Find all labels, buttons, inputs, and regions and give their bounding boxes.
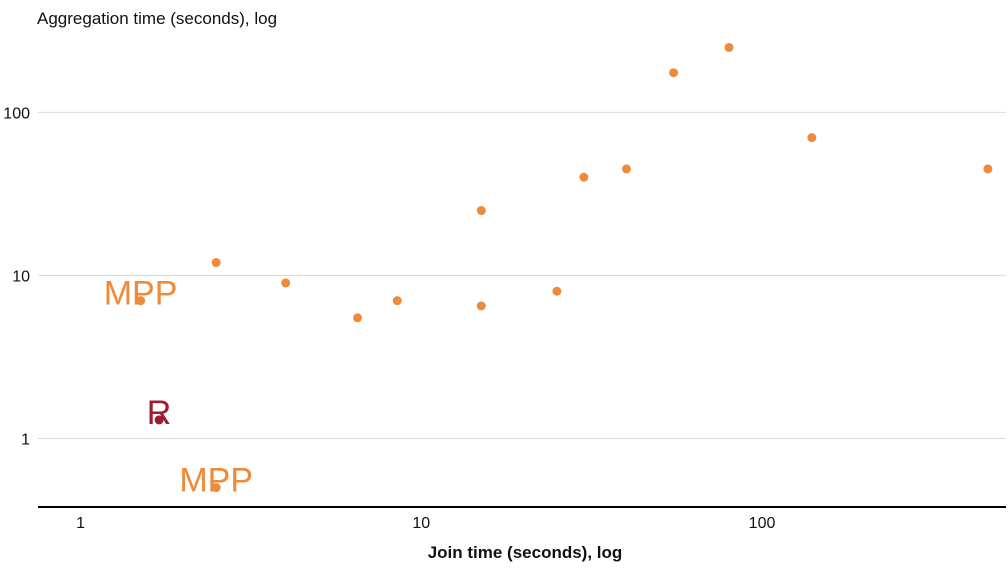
data-point: [476, 301, 486, 311]
data-point: [669, 68, 679, 78]
data-point: [983, 164, 993, 174]
data-point: [211, 483, 221, 493]
x-tick-label: 10: [412, 515, 430, 532]
data-point: [552, 286, 562, 296]
data-point: [476, 206, 486, 216]
point-annotation: MPP: [104, 275, 178, 313]
x-axis-title: Join time (seconds), log: [428, 543, 623, 562]
data-point: [807, 133, 817, 143]
data-point: [621, 164, 631, 174]
data-points: [136, 42, 993, 493]
point-annotation: MPP: [179, 462, 253, 500]
data-point: [211, 258, 221, 268]
y-tick-label: 1: [21, 431, 30, 448]
y-axis-title: Aggregation time (seconds), log: [37, 9, 277, 28]
data-point: [281, 278, 291, 288]
tick-labels: 1 10 100 1 10 100: [3, 105, 775, 532]
y-tick-label: 100: [3, 105, 30, 122]
data-point: [353, 313, 363, 323]
data-point: [392, 296, 402, 306]
data-point: [579, 172, 589, 182]
x-tick-label: 100: [749, 515, 776, 532]
data-point: [154, 415, 164, 425]
y-tick-label: 10: [12, 268, 30, 285]
gridlines: [38, 111, 1006, 439]
data-point: [724, 42, 734, 52]
point-annotation: R: [147, 394, 172, 432]
x-tick-label: 1: [76, 515, 85, 532]
data-point: [136, 296, 146, 306]
